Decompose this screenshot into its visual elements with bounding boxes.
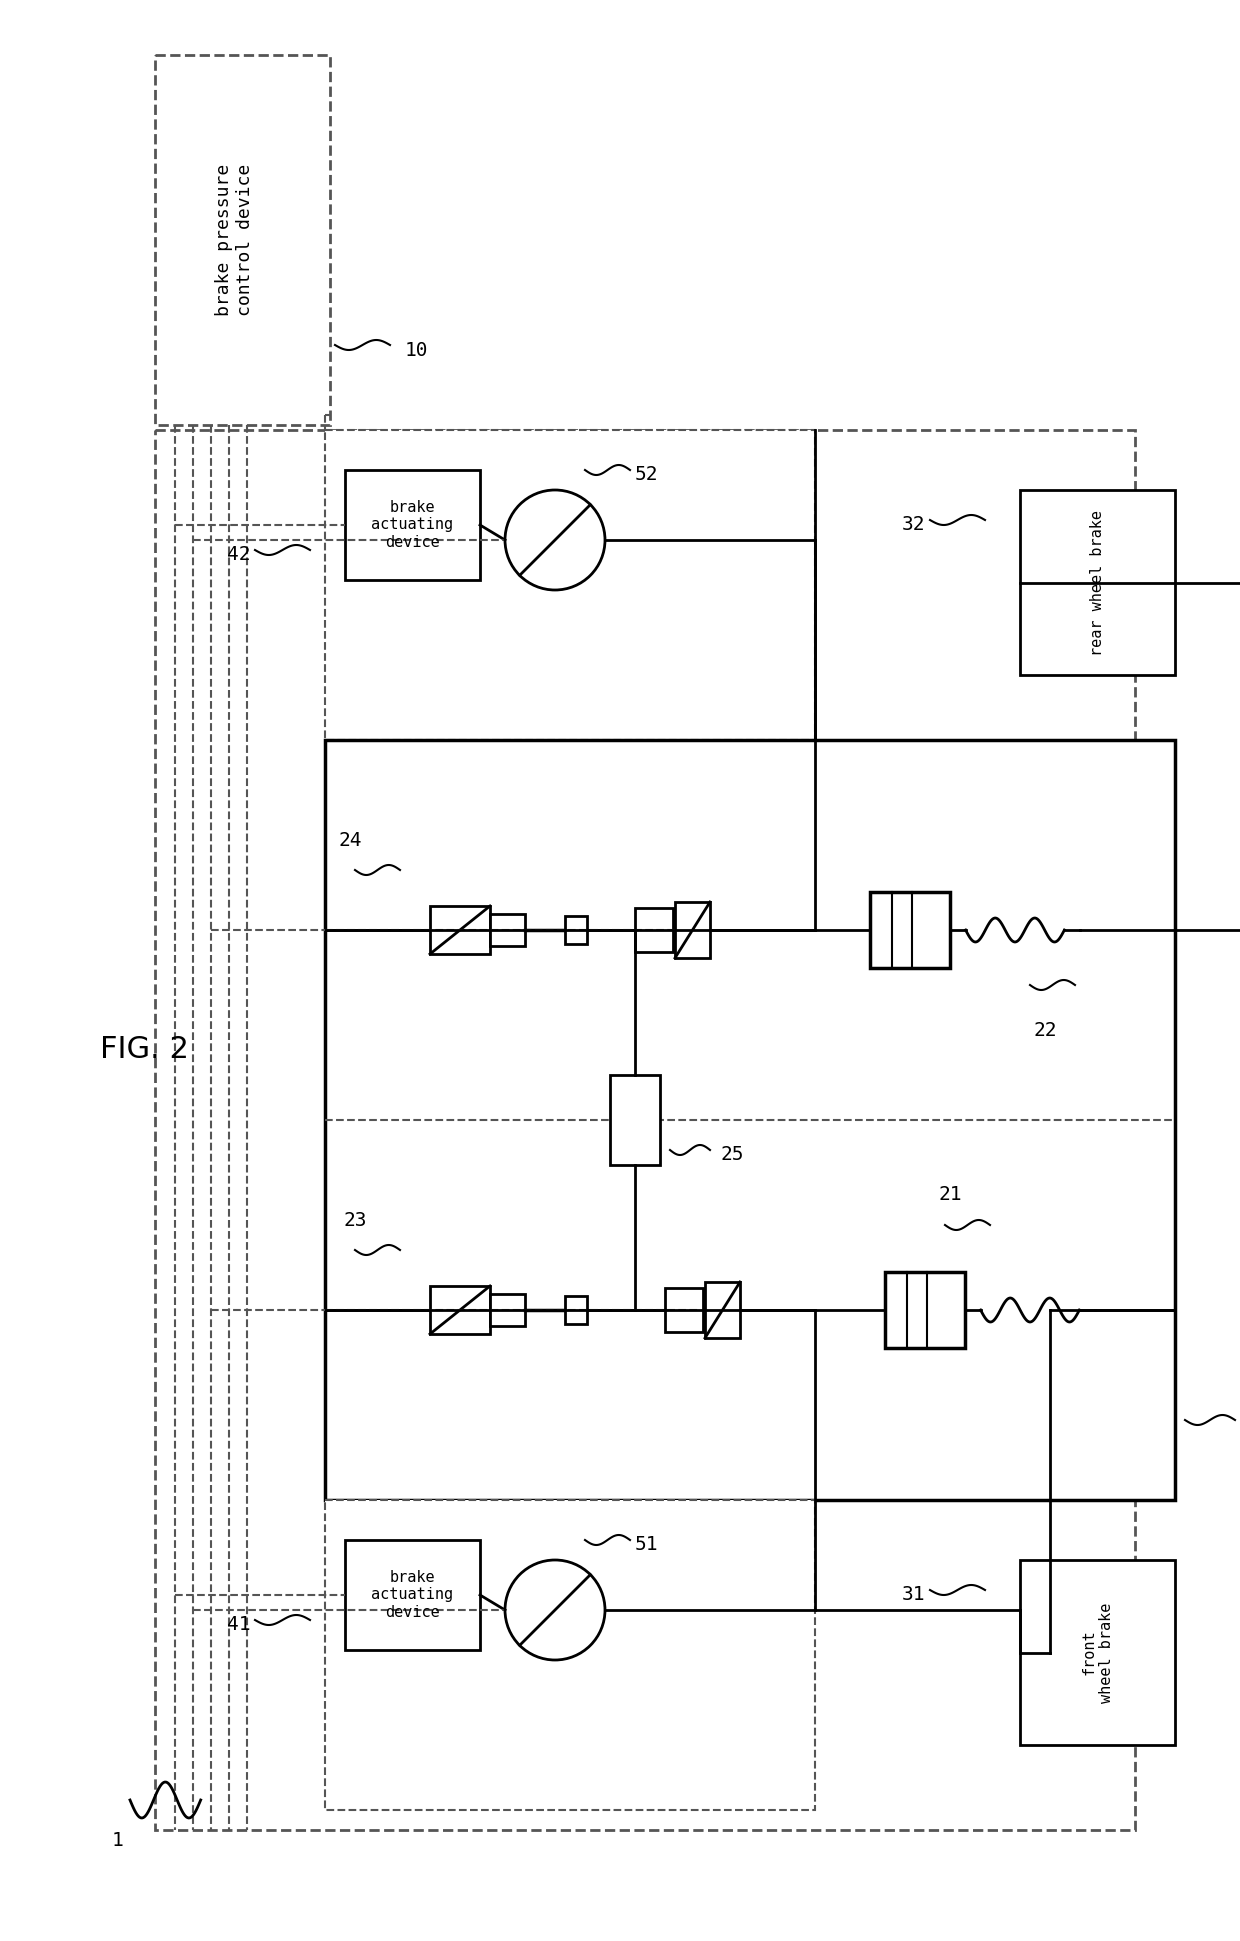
- Text: brake
actuating
device: brake actuating device: [372, 501, 454, 549]
- Bar: [345, 470, 480, 580]
- Bar: [325, 1500, 815, 1811]
- Text: 32: 32: [901, 516, 925, 534]
- Text: 25: 25: [720, 1145, 744, 1165]
- Bar: [870, 893, 950, 969]
- Text: 21: 21: [939, 1186, 962, 1205]
- Bar: [885, 1271, 965, 1347]
- Text: brake pressure
control device: brake pressure control device: [215, 163, 254, 316]
- Text: rear wheel brake: rear wheel brake: [1090, 509, 1105, 656]
- Text: 31: 31: [901, 1586, 925, 1605]
- Text: 10: 10: [405, 340, 429, 359]
- Bar: [430, 1287, 490, 1333]
- Text: 23: 23: [343, 1211, 367, 1229]
- Bar: [325, 431, 815, 740]
- Bar: [490, 1295, 525, 1326]
- Text: 42: 42: [227, 545, 250, 565]
- Bar: [610, 1075, 660, 1165]
- Bar: [1021, 1561, 1176, 1745]
- Text: 1: 1: [112, 1830, 124, 1850]
- Bar: [490, 914, 525, 945]
- Text: 41: 41: [227, 1615, 250, 1634]
- Bar: [675, 903, 711, 959]
- Text: 51: 51: [635, 1535, 658, 1555]
- Text: 24: 24: [339, 831, 362, 850]
- Text: 22: 22: [1033, 1021, 1056, 1040]
- Bar: [565, 1297, 587, 1324]
- Bar: [635, 908, 673, 951]
- Bar: [155, 431, 1135, 1830]
- Text: front
wheel brake: front wheel brake: [1081, 1603, 1114, 1702]
- Bar: [665, 1289, 703, 1332]
- Bar: [1021, 489, 1176, 675]
- Text: FIG. 2: FIG. 2: [100, 1035, 188, 1064]
- Bar: [565, 916, 587, 943]
- Text: 52: 52: [635, 466, 658, 485]
- Bar: [345, 1539, 480, 1650]
- Text: brake
actuating
device: brake actuating device: [372, 1570, 454, 1621]
- Bar: [430, 906, 490, 953]
- Bar: [706, 1281, 740, 1337]
- Bar: [325, 740, 1176, 1500]
- Bar: [155, 54, 330, 425]
